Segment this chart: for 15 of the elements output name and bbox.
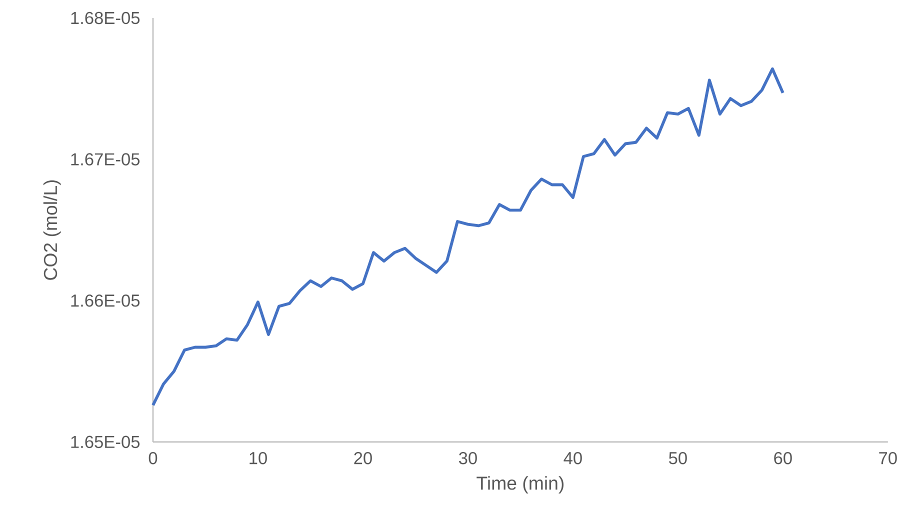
line-series: [152, 67, 784, 407]
x-tick-label: 50: [668, 452, 687, 464]
y-tick-label: 1.65E-05: [71, 436, 140, 448]
x-axis-title: Time (min): [476, 476, 564, 494]
x-tick-label: 70: [879, 452, 897, 464]
y-tick-label: 1.66E-05: [71, 294, 140, 307]
y-axis-title: CO2 (mol/L): [43, 180, 61, 280]
x-tick-label: 60: [774, 452, 792, 464]
x-tick-label: 20: [354, 452, 372, 464]
x-tick-label: 10: [250, 452, 267, 464]
x-tick-label: 0: [148, 452, 158, 464]
x-tick-label: 40: [564, 452, 582, 464]
x-tick-label: 30: [458, 452, 477, 464]
y-tick-label: 1.67E-05: [71, 153, 140, 166]
y-tick-label: 1.68E-05: [71, 12, 140, 24]
